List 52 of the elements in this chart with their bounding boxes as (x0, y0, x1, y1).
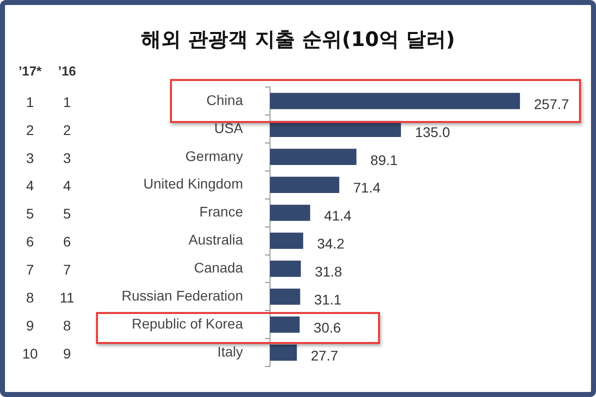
y-tick-label: Germany (185, 148, 243, 164)
text: 1 (63, 94, 72, 110)
text: 9 (63, 345, 72, 362)
text: 3 (63, 150, 72, 166)
y-tick-label: Republic of Korea (132, 316, 244, 332)
text: 2 (26, 122, 34, 138)
data-label: 41.4 (324, 208, 352, 224)
text: 6 (63, 234, 72, 250)
text: 5 (63, 206, 72, 222)
data-label: 257.7 (534, 96, 570, 112)
bar (270, 204, 310, 221)
text: 6 (26, 234, 34, 250)
text: 7 (63, 262, 72, 278)
data-label: 31.1 (314, 292, 342, 308)
y-tick-label: United Kingdom (143, 176, 243, 192)
data-label: 135.0 (414, 124, 450, 140)
data-label: 27.7 (310, 347, 338, 364)
y-tick-label: USA (214, 120, 244, 136)
text: ’16 (58, 64, 76, 79)
bar (270, 260, 301, 277)
data-label: 71.4 (353, 180, 381, 196)
bar (270, 344, 297, 361)
text: 2 (63, 122, 72, 138)
text: 9 (26, 318, 34, 334)
bar (270, 288, 300, 305)
bar (270, 316, 300, 333)
bar (270, 148, 356, 166)
text: 11 (60, 290, 74, 306)
text: 7 (26, 262, 34, 278)
y-tick-label: Australia (188, 232, 244, 248)
y-tick-label: Russian Federation (122, 288, 243, 304)
text: 3 (26, 150, 34, 166)
y-tick-label: Italy (217, 343, 243, 360)
y-tick-label: France (199, 204, 244, 220)
text: 4 (26, 178, 34, 194)
bar (270, 92, 520, 110)
text: 10 (22, 345, 38, 362)
y-tick-label: China (206, 92, 244, 108)
data-label: 34.2 (317, 236, 345, 252)
data-label: 31.8 (314, 264, 342, 280)
bar (270, 232, 304, 249)
text: 4 (63, 178, 72, 194)
text: 1 (26, 94, 34, 110)
data-label: 30.6 (314, 320, 342, 336)
chart-title: 해외 관광객 지출 순위(10억 달러) (140, 26, 456, 53)
text: ’17* (18, 64, 42, 79)
text: 8 (26, 290, 34, 306)
text: 8 (63, 318, 72, 334)
y-tick-label: Canada (194, 260, 244, 276)
bar (270, 176, 340, 193)
text: 5 (26, 206, 34, 222)
data-label: 89.1 (370, 152, 398, 168)
